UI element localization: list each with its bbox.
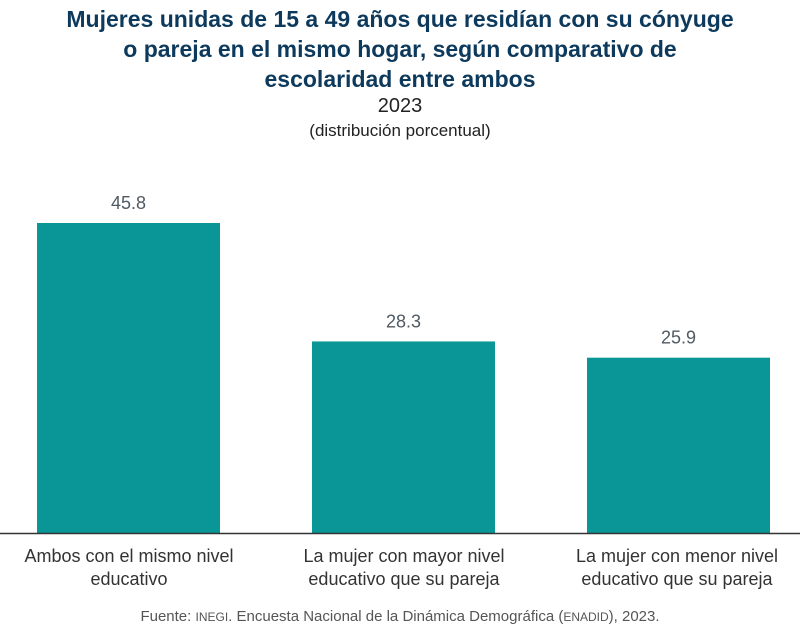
- category-label-line: educativo: [90, 569, 168, 589]
- source-acronym: ENADID: [563, 610, 609, 624]
- chart-title-line-3: escolaridad entre ambos: [264, 66, 536, 92]
- chart-subtitle-year: 2023: [377, 95, 423, 117]
- source-suffix: ), 2023.: [608, 608, 660, 625]
- category-label-line: La mujer con mayor nivel: [303, 546, 505, 566]
- category-label-line: educativo que su pareja: [581, 569, 773, 589]
- value-label-same-level: 45.8: [111, 193, 146, 213]
- value-labels-group: 45.8 28.3 25.9: [111, 193, 696, 348]
- category-label-line: educativo que su pareja: [308, 569, 500, 589]
- value-label-woman-lower: 25.9: [661, 328, 696, 348]
- chart-title-line-1: Mujeres unidas de 15 a 49 años que resid…: [66, 6, 734, 32]
- bar-woman-higher: [312, 341, 495, 533]
- source-prefix: Fuente:: [140, 608, 196, 625]
- category-label-line: La mujer con menor nivel: [575, 546, 779, 566]
- source-org: INEGI: [195, 610, 229, 624]
- bars-group: [37, 223, 770, 533]
- bar-same-level: [37, 223, 220, 533]
- category-label-line: Ambos con el mismo nivel: [24, 546, 234, 566]
- chart-title: Mujeres unidas de 15 a 49 años que resid…: [0, 4, 800, 94]
- source-note: Fuente: INEGI. Encuesta Nacional de la D…: [0, 608, 800, 626]
- chart-unit-note: (distribución porcentual): [309, 121, 491, 140]
- category-label-woman-lower: La mujer con menor nivel educativo que s…: [552, 545, 800, 591]
- category-label-woman-higher: La mujer con mayor nivel educativo que s…: [279, 545, 529, 591]
- bar-woman-lower: [587, 357, 770, 533]
- source-middle: . Encuesta Nacional de la Dinámica Demog…: [228, 608, 564, 625]
- value-label-woman-higher: 28.3: [386, 311, 421, 331]
- category-label-same-level: Ambos con el mismo nivel educativo: [4, 545, 254, 591]
- chart-title-line-2: o pareja en el mismo hogar, según compar…: [123, 36, 677, 62]
